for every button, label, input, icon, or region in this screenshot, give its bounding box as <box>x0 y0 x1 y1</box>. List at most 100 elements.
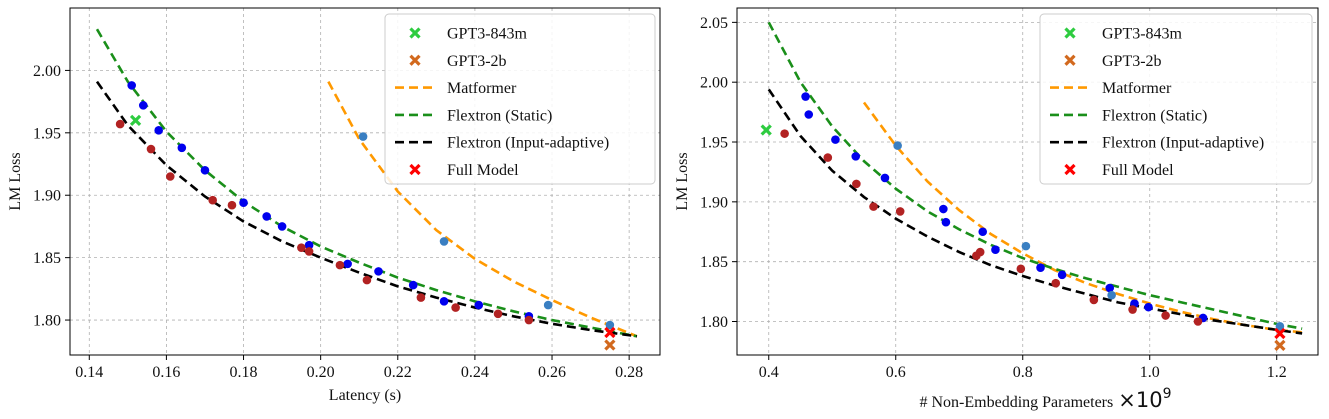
data-point <box>1051 278 1061 288</box>
y-tick-label: 1.80 <box>33 313 61 330</box>
data-point <box>1275 321 1285 331</box>
x-tick-label: 0.18 <box>230 364 258 381</box>
data-point <box>1057 270 1067 280</box>
legend-entry: GPT3-2b <box>1064 53 1162 70</box>
data-point <box>277 222 287 231</box>
data-point <box>474 300 484 310</box>
data-point <box>416 293 426 302</box>
data-point <box>1193 317 1203 326</box>
x-axis-title: # Non-Embedding Parameters ×109 <box>920 386 1172 412</box>
data-point <box>493 309 503 319</box>
x-marker-stroke <box>1274 327 1286 340</box>
chart-panel-2: 0.4 0.6 0.8 1.0 1.2 1.80 1.85 1.90 1.95 2.00 2.05 #… <box>674 7 1319 412</box>
x-marker <box>760 124 772 136</box>
x-marker <box>129 114 142 126</box>
data-point <box>941 217 951 227</box>
legend-entry: Flextron (Input-adaptive) <box>395 135 609 152</box>
legend-label: Matformer <box>1102 80 1172 97</box>
x-tick-label: 1.2 <box>1267 364 1287 381</box>
legend-label: Full Model <box>1102 162 1174 179</box>
y-tick-label: 2.00 <box>33 63 61 80</box>
x-marker-stroke <box>1274 339 1286 352</box>
data-point <box>200 165 210 175</box>
data-point <box>1107 290 1116 300</box>
chart-panel-1: 0.14 0.16 0.18 0.20 0.22 0.24 0.26 0.28 1.80 1.85… <box>7 7 661 404</box>
data-point <box>1021 241 1031 251</box>
legend-label: Flextron (Input-adaptive) <box>1102 135 1264 152</box>
legend-entry: Flextron (Static) <box>395 107 552 124</box>
legend-entry: Matformer <box>1050 80 1172 97</box>
legend-entry: Matformer <box>395 80 517 97</box>
legend-label: GPT3-2b <box>447 53 507 70</box>
y-tick-label: 1.85 <box>700 254 728 271</box>
legend-marker-x <box>409 27 421 39</box>
legend-entry: Full Model <box>409 162 519 179</box>
x-axis-exponent: 9 <box>1163 386 1172 402</box>
x-tick-label: 0.28 <box>615 364 643 381</box>
data-point <box>975 247 985 257</box>
legend-entry: GPT3-843m <box>409 26 528 43</box>
data-point <box>408 280 418 290</box>
x-marker-stroke <box>604 339 616 351</box>
x-tick-label: 0.14 <box>75 364 103 381</box>
data-point <box>780 129 789 138</box>
data-point <box>605 320 615 330</box>
legend-marker-x <box>1064 163 1076 176</box>
data-point <box>869 202 878 211</box>
legend-entry: Flextron (Static) <box>1050 107 1207 124</box>
data-point <box>362 275 372 285</box>
data-point <box>1105 283 1115 293</box>
x-axis-title: Latency (s) <box>329 387 401 404</box>
data-point <box>852 179 861 189</box>
axes-frame <box>736 7 1319 356</box>
data-point <box>801 92 810 101</box>
data-point <box>335 260 345 270</box>
legend-label: GPT3-843m <box>447 26 528 43</box>
legend-box <box>384 13 656 185</box>
series-curve-2 <box>767 88 1303 335</box>
x-tick-label: 0.26 <box>538 364 566 381</box>
y-tick-label: 1.80 <box>700 314 728 331</box>
data-point <box>343 259 352 269</box>
data-point <box>304 240 314 250</box>
data-point <box>524 315 534 325</box>
x-tick-label: 0.4 <box>759 364 779 381</box>
data-point <box>1016 264 1026 274</box>
y-tick-label: 1.90 <box>33 188 61 205</box>
plot-area <box>760 21 1303 352</box>
data-point <box>439 297 449 306</box>
series-curve-0 <box>862 101 1303 334</box>
data-point <box>939 204 948 214</box>
y-tick-label: 1.95 <box>700 135 728 152</box>
data-point <box>804 110 814 119</box>
data-point <box>239 198 248 208</box>
data-point <box>1089 295 1099 305</box>
x-marker <box>604 326 616 339</box>
legend-box <box>1039 13 1313 185</box>
x-marker <box>604 339 616 351</box>
data-point <box>831 135 840 144</box>
x-tick-label: 0.22 <box>384 364 412 381</box>
y-tick-label: 2.00 <box>700 75 728 92</box>
data-point <box>1144 302 1153 312</box>
data-point <box>880 173 890 183</box>
x-axis-title-text: # Non-Embedding Parameters <box>920 394 1114 411</box>
legend-label: Matformer <box>447 80 517 97</box>
x-tick-label: 0.16 <box>152 364 180 381</box>
data-point <box>451 303 460 312</box>
legend-entry: Flextron (Input-adaptive) <box>1050 135 1264 152</box>
data-point <box>1161 311 1170 320</box>
data-point <box>991 245 1000 255</box>
legend: GPT3-843m GPT3-2b Matformer Flextron (Stati… <box>1039 13 1313 185</box>
data-point <box>177 143 187 153</box>
data-point <box>297 243 306 252</box>
x-marker-stroke <box>604 326 616 339</box>
data-point <box>439 237 449 246</box>
data-point <box>823 153 833 162</box>
y-tick-label: 1.95 <box>33 125 61 142</box>
data-point <box>1128 305 1137 314</box>
x-tick-label: 1.0 <box>1140 364 1160 381</box>
y-axis-title: LM Loss <box>674 152 691 210</box>
legend-marker-x <box>1064 27 1076 39</box>
